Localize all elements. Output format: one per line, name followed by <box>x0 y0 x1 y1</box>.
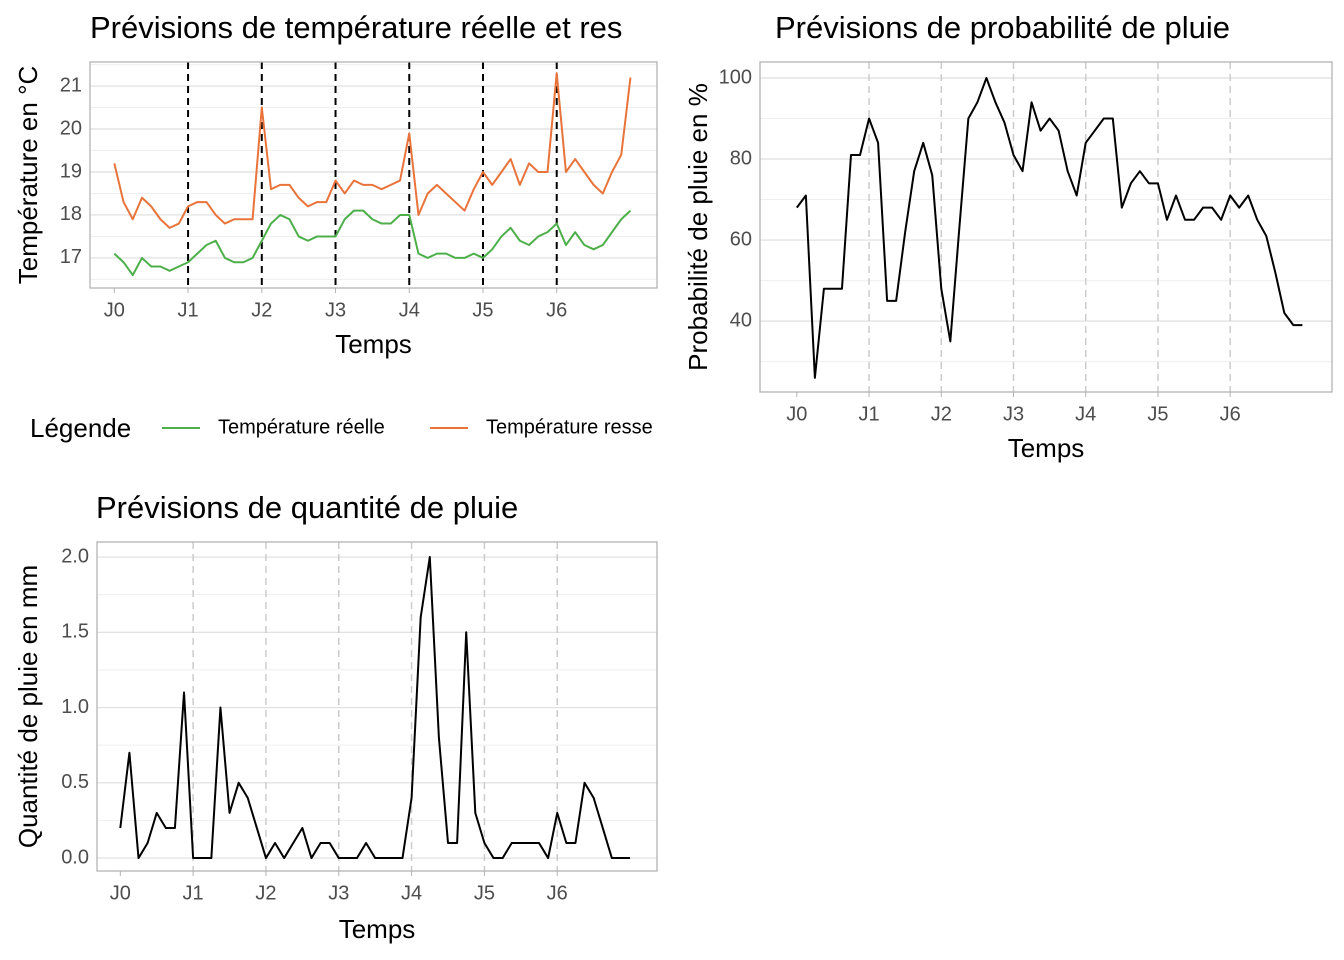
data-line <box>113 72 632 229</box>
panel-border <box>96 541 658 872</box>
x-tick-label: J0 <box>104 299 125 321</box>
legend-title: Légende <box>30 413 131 443</box>
x-axis-title: Temps <box>1008 433 1085 463</box>
x-tick-label: J6 <box>546 299 567 321</box>
x-tick-label: J2 <box>255 882 276 904</box>
x-tick-label: J4 <box>1075 403 1096 425</box>
panel-border <box>759 61 1333 393</box>
data-line <box>113 209 632 277</box>
x-tick-label: J0 <box>786 403 807 425</box>
x-tick-label: J1 <box>858 403 879 425</box>
y-tick-label: 18 <box>60 203 82 225</box>
y-tick-label: 1.0 <box>61 696 89 718</box>
y-tick-label: 21 <box>60 74 82 96</box>
x-tick-label: J5 <box>474 882 495 904</box>
x-tick-label: J6 <box>1220 403 1241 425</box>
y-tick-label: 17 <box>60 246 82 268</box>
y-axis-title: Température en °C <box>13 66 43 285</box>
x-tick-label: J5 <box>1147 403 1168 425</box>
x-axis-title: Temps <box>339 914 416 944</box>
y-tick-label: 19 <box>60 160 82 182</box>
y-axis-title: Probabilité de pluie en % <box>683 83 713 371</box>
data-line <box>119 556 631 860</box>
x-tick-label: J3 <box>328 882 349 904</box>
x-tick-label: J3 <box>325 299 346 321</box>
x-tick-label: J0 <box>110 882 131 904</box>
panel-border <box>89 61 658 289</box>
y-tick-label: 0.0 <box>61 846 89 868</box>
x-axis-title: Temps <box>335 329 412 359</box>
legend-label: Température resse <box>486 416 653 438</box>
y-tick-label: 1.5 <box>61 621 89 643</box>
data-line <box>796 77 1303 379</box>
y-tick-label: 20 <box>60 117 82 139</box>
y-tick-label: 60 <box>730 228 752 250</box>
legend-label: Température réelle <box>218 416 385 438</box>
y-tick-label: 2.0 <box>61 545 89 567</box>
x-tick-label: J1 <box>183 882 204 904</box>
y-tick-label: 100 <box>719 66 752 88</box>
x-tick-label: J5 <box>472 299 493 321</box>
y-tick-label: 0.5 <box>61 771 89 793</box>
y-tick-label: 80 <box>730 147 752 169</box>
chart-title: Prévisions de probabilité de pluie <box>775 10 1230 45</box>
y-axis-title: Quantité de pluie en mm <box>13 565 43 848</box>
x-tick-label: J6 <box>547 882 568 904</box>
x-tick-label: J3 <box>1003 403 1024 425</box>
y-tick-label: 40 <box>730 309 752 331</box>
x-tick-label: J4 <box>401 882 422 904</box>
x-tick-label: J2 <box>931 403 952 425</box>
x-tick-label: J1 <box>178 299 199 321</box>
chart-title: Prévisions de quantité de pluie <box>96 490 518 525</box>
x-tick-label: J2 <box>251 299 272 321</box>
chart-title: Prévisions de température réelle et res <box>90 10 622 45</box>
x-tick-label: J4 <box>399 299 420 321</box>
